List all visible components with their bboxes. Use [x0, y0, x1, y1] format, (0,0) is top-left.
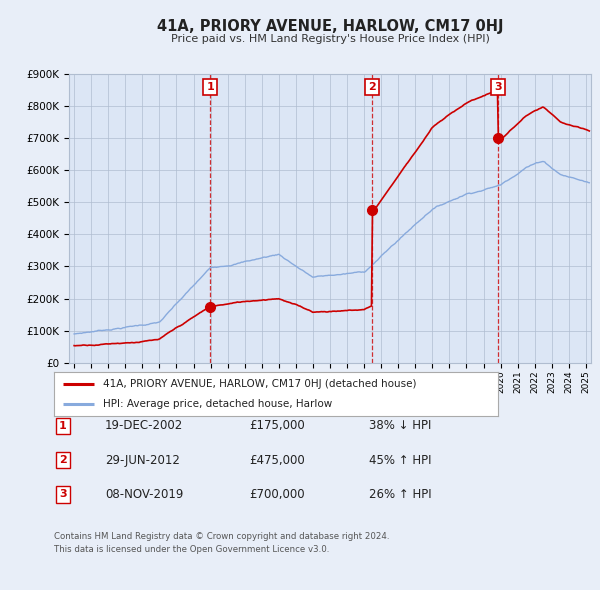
- Text: 2: 2: [59, 455, 67, 465]
- Text: 41A, PRIORY AVENUE, HARLOW, CM17 0HJ (detached house): 41A, PRIORY AVENUE, HARLOW, CM17 0HJ (de…: [103, 379, 416, 389]
- Text: 41A, PRIORY AVENUE, HARLOW, CM17 0HJ: 41A, PRIORY AVENUE, HARLOW, CM17 0HJ: [157, 19, 503, 34]
- Text: Price paid vs. HM Land Registry's House Price Index (HPI): Price paid vs. HM Land Registry's House …: [170, 34, 490, 44]
- Text: 2: 2: [368, 82, 376, 92]
- Text: Contains HM Land Registry data © Crown copyright and database right 2024.: Contains HM Land Registry data © Crown c…: [54, 532, 389, 540]
- Text: 1: 1: [206, 82, 214, 92]
- Text: 45% ↑ HPI: 45% ↑ HPI: [369, 454, 431, 467]
- Text: This data is licensed under the Open Government Licence v3.0.: This data is licensed under the Open Gov…: [54, 545, 329, 553]
- Text: £475,000: £475,000: [249, 454, 305, 467]
- Text: 26% ↑ HPI: 26% ↑ HPI: [369, 488, 431, 501]
- Text: £175,000: £175,000: [249, 419, 305, 432]
- Text: 29-JUN-2012: 29-JUN-2012: [105, 454, 180, 467]
- Text: 3: 3: [59, 490, 67, 499]
- Text: 19-DEC-2002: 19-DEC-2002: [105, 419, 183, 432]
- Text: £700,000: £700,000: [249, 488, 305, 501]
- Text: 3: 3: [494, 82, 502, 92]
- Text: 38% ↓ HPI: 38% ↓ HPI: [369, 419, 431, 432]
- Text: 1: 1: [59, 421, 67, 431]
- Text: 08-NOV-2019: 08-NOV-2019: [105, 488, 184, 501]
- Text: HPI: Average price, detached house, Harlow: HPI: Average price, detached house, Harl…: [103, 399, 332, 409]
